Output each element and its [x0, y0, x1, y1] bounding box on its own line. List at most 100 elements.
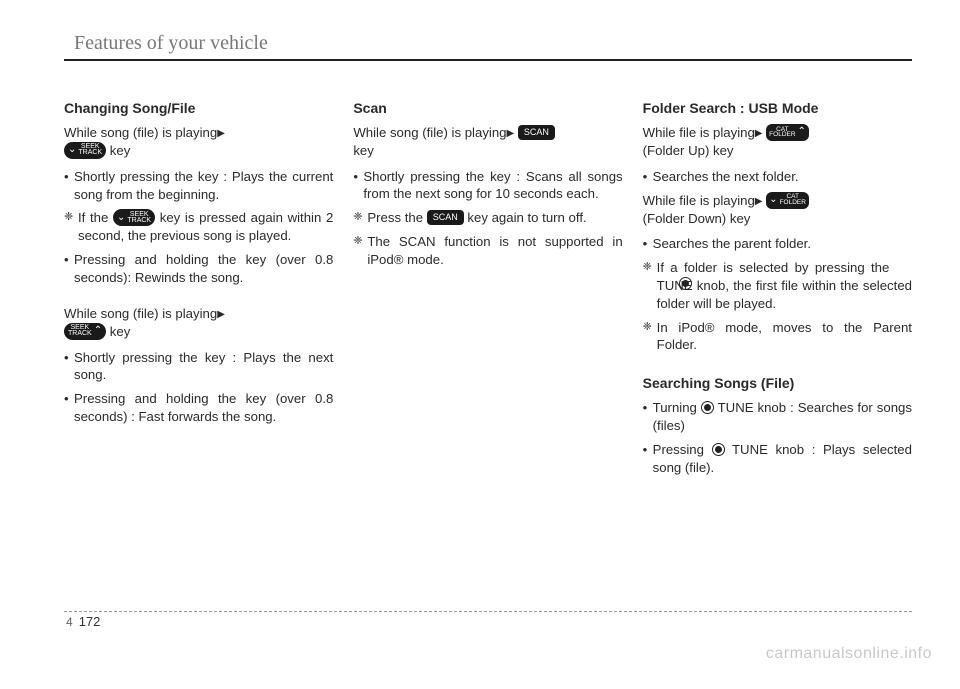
note-item: ❈ In iPod® mode, moves to the Parent Fol… [643, 319, 912, 355]
page-header: Features of your vehicle [64, 32, 912, 55]
text: If a folder is selected by pressing the … [657, 260, 912, 311]
chapter-number: 4 [66, 615, 73, 629]
triangle-right-icon: ▶ [755, 196, 763, 207]
bullet-dot: • [643, 441, 653, 477]
section-title-folder: Folder Search : USB Mode [643, 99, 912, 118]
bullet-item: • Shortly pressing the key : Plays the n… [64, 349, 333, 385]
page-number-value: 172 [79, 614, 101, 629]
text: While song (file) is playing [64, 306, 217, 321]
note-item: ❈ If the ⌄ SEEK TRACK key is pressed aga… [64, 209, 333, 245]
manual-page: Features of your vehicle Changing Song/F… [0, 0, 960, 689]
bullet-dot: • [64, 390, 74, 426]
chevron-up-icon: ⌃ [94, 326, 102, 336]
section-title-changing: Changing Song/File [64, 99, 333, 118]
bullet-dot: • [64, 349, 74, 385]
bullet-item: • Searches the next folder. [643, 168, 912, 186]
bullet-item: • Pressing TUNE knob : Plays selected so… [643, 441, 912, 477]
bullet-dot: • [64, 168, 74, 204]
triangle-right-icon: ▶ [507, 128, 515, 139]
text: Press the [367, 210, 426, 225]
text: Searches the next folder. [653, 168, 912, 186]
chevron-down-icon: ⌄ [68, 145, 76, 155]
bullet-item: • Turning TUNE knob : Searches for songs… [643, 399, 912, 435]
text: The SCAN function is not supported in iP… [367, 233, 622, 269]
seek-track-up-button: SEEK TRACK ⌃ [64, 323, 106, 340]
text: While file is playing [643, 193, 755, 208]
bullet-item: • Searches the parent folder. [643, 235, 912, 253]
bullet-dot: • [64, 251, 74, 287]
text: Shortly pressing the key : Plays the cur… [74, 168, 333, 204]
paragraph: While song (file) is playing▶ SCAN key [353, 124, 622, 160]
diamond-icon: ❈ [64, 209, 78, 245]
page-footer: 4 172 [64, 611, 912, 629]
triangle-right-icon: ▶ [217, 128, 225, 139]
btn-label: TRACK [68, 331, 92, 337]
watermark: carmanualsonline.info [766, 645, 932, 663]
text: (Folder Up) key [643, 143, 734, 158]
bullet-dot: • [643, 168, 653, 186]
paragraph: While song (file) is playing▶ SEEK TRACK… [64, 305, 333, 341]
text: key [110, 324, 131, 339]
text: In iPod® mode, moves to the Parent Folde… [657, 319, 912, 355]
column-1: Changing Song/File While song (file) is … [64, 97, 333, 482]
btn-label: TRACK [127, 218, 151, 224]
text: Turning [653, 400, 701, 415]
tune-knob-icon [701, 401, 714, 414]
header-rule [64, 59, 912, 61]
bullet-dot: • [643, 235, 653, 253]
triangle-right-icon: ▶ [217, 309, 225, 320]
note-item: ❈ Press the SCAN key again to turn off. [353, 209, 622, 227]
text: key [353, 143, 374, 158]
bullet-dot: • [643, 399, 653, 435]
seek-track-down-button: ⌄ SEEK TRACK [64, 142, 106, 159]
section-title-searching: Searching Songs (File) [643, 374, 912, 393]
text: While song (file) is playing [353, 125, 506, 140]
text: Shortly pressing the key : Scans all son… [363, 168, 622, 204]
chevron-up-icon: ⌃ [798, 127, 806, 137]
paragraph: While file is playing▶ ⌄ CAT FOLDER (Fol… [643, 192, 912, 228]
tune-knob-icon [679, 277, 692, 290]
text: Press the SCAN key again to turn off. [367, 209, 622, 227]
bullet-item: • Shortly pressing the key : Plays the c… [64, 168, 333, 204]
diamond-icon: ❈ [643, 319, 657, 355]
text: key [110, 143, 131, 158]
text: (Folder Down) key [643, 211, 751, 226]
text: Pressing and holding the key (over 0.8 s… [74, 251, 333, 287]
diamond-icon: ❈ [353, 209, 367, 227]
text: If the [78, 210, 113, 225]
text: key again to turn off. [467, 210, 586, 225]
text: Turning TUNE knob : Searches for songs (… [653, 399, 912, 435]
scan-button: SCAN [427, 210, 464, 225]
content-columns: Changing Song/File While song (file) is … [64, 97, 912, 482]
text: Shortly pressing the key : Plays the nex… [74, 349, 333, 385]
text: Pressing and holding the key (over 0.8 s… [74, 390, 333, 426]
seek-track-down-button: ⌄ SEEK TRACK [113, 209, 155, 226]
text: While song (file) is playing [64, 125, 217, 140]
column-3: Folder Search : USB Mode While file is p… [643, 97, 912, 482]
column-2: Scan While song (file) is playing▶ SCAN … [353, 97, 622, 482]
diamond-icon: ❈ [353, 233, 367, 269]
btn-label: FOLDER [780, 200, 806, 206]
bullet-item: • Shortly pressing the key : Scans all s… [353, 168, 622, 204]
diamond-icon: ❈ [643, 259, 657, 312]
cat-folder-up-button: CAT FOLDER ⌃ [766, 124, 809, 141]
page-number: 4 172 [64, 614, 912, 629]
paragraph: While file is playing▶ CAT FOLDER ⌃ (Fol… [643, 124, 912, 160]
text: If a folder is selected by pressing the … [657, 259, 912, 312]
triangle-right-icon: ▶ [755, 128, 763, 139]
note-item: ❈ The SCAN function is not supported in … [353, 233, 622, 269]
text: While file is playing [643, 125, 755, 140]
btn-label: FOLDER [769, 132, 795, 138]
text: Pressing [653, 442, 712, 457]
note-item: ❈ If a folder is selected by pressing th… [643, 259, 912, 312]
scan-button: SCAN [518, 125, 555, 140]
text: If the ⌄ SEEK TRACK key is pressed again… [78, 209, 333, 245]
chevron-down-icon: ⌄ [117, 213, 125, 223]
paragraph: While song (file) is playing▶ ⌄ SEEK TRA… [64, 124, 333, 160]
btn-label: TRACK [78, 150, 102, 156]
tune-knob-icon [712, 443, 725, 456]
bullet-item: • Pressing and holding the key (over 0.8… [64, 390, 333, 426]
bullet-dot: • [353, 168, 363, 204]
footer-rule [64, 611, 912, 612]
text: Pressing TUNE knob : Plays selected song… [653, 441, 912, 477]
